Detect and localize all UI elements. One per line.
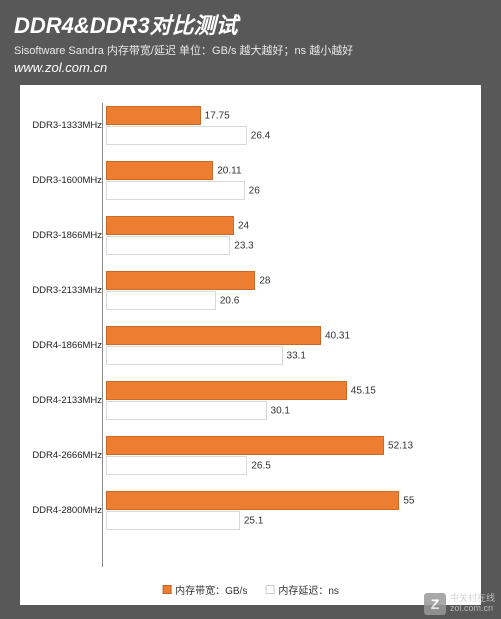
bar-value: 30.1 — [271, 405, 290, 416]
bar-bandwidth: 55 — [106, 491, 399, 510]
chart-row: DDR3-1600MHz20.1126 — [28, 160, 473, 201]
bar-fill — [106, 236, 230, 255]
bar-latency: 20.6 — [106, 291, 216, 310]
bars-column: 5525.1 — [106, 490, 473, 531]
watermark: Z 中关村在线 zol.com.cn — [424, 593, 495, 615]
chart-row: DDR4-2800MHz5525.1 — [28, 490, 473, 531]
category-label: DDR4-2800MHz — [28, 505, 106, 516]
bar-fill — [106, 326, 321, 345]
page-title: DDR4&DDR3对比测试 — [14, 8, 487, 40]
bar-value: 28 — [259, 275, 270, 286]
chart-row: DDR3-2133MHz2820.6 — [28, 270, 473, 311]
website-url: www.zol.com.cn — [14, 60, 487, 75]
bar-bandwidth: 17.75 — [106, 106, 201, 125]
bar-fill — [106, 456, 247, 475]
bar-bandwidth: 45.15 — [106, 381, 347, 400]
legend-item-latency: 内存延迟：ns — [265, 582, 339, 597]
bars-column: 2423.3 — [106, 215, 473, 256]
bar-fill — [106, 271, 255, 290]
watermark-logo: Z — [424, 593, 446, 615]
bar-latency: 30.1 — [106, 401, 267, 420]
category-label: DDR4-1866MHz — [28, 340, 106, 351]
category-label: DDR3-1600MHz — [28, 175, 106, 186]
bars-column: 2820.6 — [106, 270, 473, 311]
bar-latency: 26.4 — [106, 126, 247, 145]
bar-value: 25.1 — [244, 515, 263, 526]
category-label: DDR4-2133MHz — [28, 395, 106, 406]
bar-bandwidth: 24 — [106, 216, 234, 235]
bar-latency: 25.1 — [106, 511, 240, 530]
bar-fill — [106, 106, 201, 125]
bar-value: 26.4 — [251, 130, 270, 141]
bar-value: 20.11 — [217, 165, 241, 176]
bar-value: 24 — [238, 220, 249, 231]
bar-fill — [106, 381, 347, 400]
legend-label-latency: 内存延迟：ns — [278, 582, 339, 597]
bar-value: 33.1 — [287, 350, 306, 361]
bar-value: 17.75 — [205, 110, 230, 121]
bar-value: 52.13 — [388, 440, 413, 451]
legend-swatch-bandwidth — [162, 585, 171, 594]
bars-column: 52.1326.5 — [106, 435, 473, 476]
chart-row: DDR3-1866MHz2423.3 — [28, 215, 473, 256]
bar-bandwidth: 28 — [106, 271, 255, 290]
bar-fill — [106, 161, 213, 180]
bar-fill — [106, 181, 245, 200]
bar-fill — [106, 346, 283, 365]
bars-column: 45.1530.1 — [106, 380, 473, 421]
bar-fill — [106, 291, 216, 310]
watermark-line2: zol.com.cn — [450, 604, 495, 614]
bars-column: 17.7526.4 — [106, 105, 473, 146]
bar-fill — [106, 511, 240, 530]
legend-swatch-latency — [265, 585, 274, 594]
header: DDR4&DDR3对比测试 Sisoftware Sandra 内存带宽/延迟 … — [0, 0, 501, 79]
chart-row: DDR4-1866MHz40.3133.1 — [28, 325, 473, 366]
chart-row: DDR4-2133MHz45.1530.1 — [28, 380, 473, 421]
bar-fill — [106, 491, 399, 510]
bar-latency: 33.1 — [106, 346, 283, 365]
bars-column: 40.3133.1 — [106, 325, 473, 366]
category-label: DDR3-1333MHz — [28, 120, 106, 131]
category-label: DDR4-2666MHz — [28, 450, 106, 461]
bar-latency: 23.3 — [106, 236, 230, 255]
bar-fill — [106, 216, 234, 235]
bar-fill — [106, 126, 247, 145]
chart-row: DDR4-2666MHz52.1326.5 — [28, 435, 473, 476]
bar-latency: 26.5 — [106, 456, 247, 475]
legend-item-bandwidth: 内存带宽：GB/s — [162, 582, 247, 597]
bar-value: 55 — [403, 495, 414, 506]
watermark-text: 中关村在线 zol.com.cn — [450, 594, 495, 614]
bar-value: 40.31 — [325, 330, 350, 341]
chart-area: DDR3-1333MHz17.7526.4DDR3-1600MHz20.1126… — [20, 85, 481, 605]
category-label: DDR3-1866MHz — [28, 230, 106, 241]
bar-fill — [106, 436, 384, 455]
bar-bandwidth: 20.11 — [106, 161, 213, 180]
legend: 内存带宽：GB/s 内存延迟：ns — [162, 582, 339, 597]
bar-bandwidth: 52.13 — [106, 436, 384, 455]
chart-row: DDR3-1333MHz17.7526.4 — [28, 105, 473, 146]
bar-value: 23.3 — [234, 240, 253, 251]
bar-value: 20.6 — [220, 295, 239, 306]
bar-bandwidth: 40.31 — [106, 326, 321, 345]
bar-latency: 26 — [106, 181, 245, 200]
legend-label-bandwidth: 内存带宽：GB/s — [175, 582, 247, 597]
bars-column: 20.1126 — [106, 160, 473, 201]
category-label: DDR3-2133MHz — [28, 285, 106, 296]
page-subtitle: Sisoftware Sandra 内存带宽/延迟 单位：GB/s 越大越好；n… — [14, 42, 487, 58]
bar-value: 45.15 — [351, 385, 376, 396]
bar-value: 26.5 — [251, 460, 270, 471]
bar-fill — [106, 401, 267, 420]
chart-rows: DDR3-1333MHz17.7526.4DDR3-1600MHz20.1126… — [28, 105, 473, 531]
bar-value: 26 — [249, 185, 260, 196]
